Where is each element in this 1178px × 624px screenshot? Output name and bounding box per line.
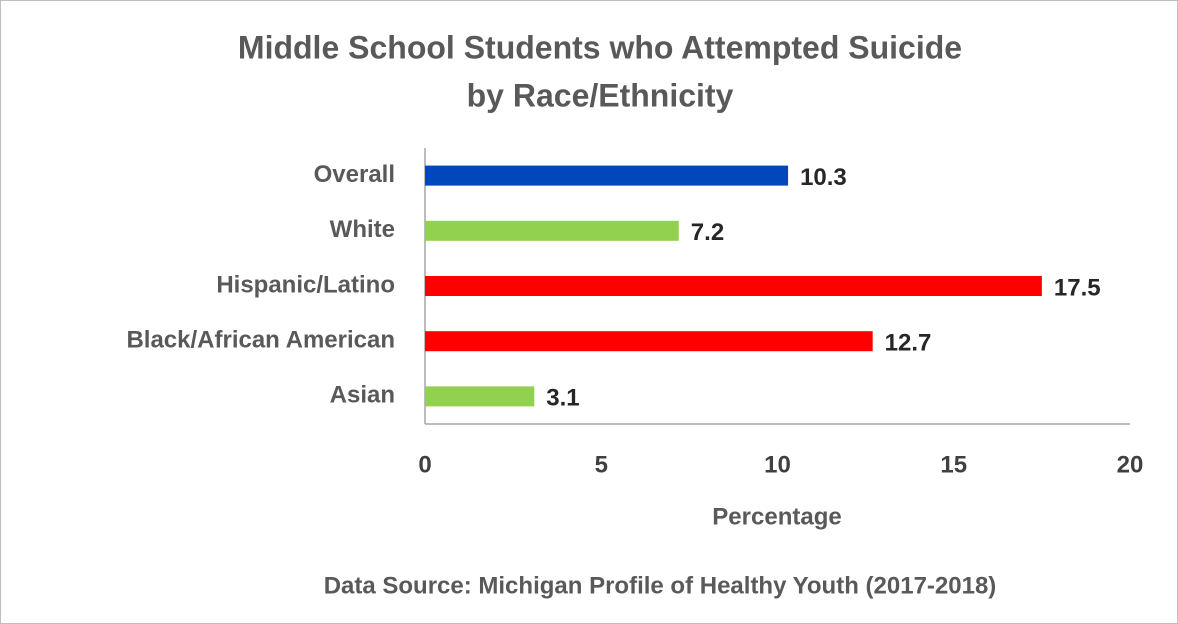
bar: [425, 386, 535, 407]
bar: [425, 276, 1042, 296]
y-tick-label: Asian: [330, 382, 395, 409]
x-axis-label: Percentage: [712, 503, 841, 530]
chart-title: Middle School Students who Attempted Sui…: [238, 29, 962, 65]
value-label: 7.2: [691, 219, 724, 246]
bar: [425, 331, 873, 352]
x-tick-label: 0: [418, 451, 431, 478]
x-tick-label: 10: [764, 451, 791, 478]
value-label: 17.5: [1054, 274, 1101, 301]
y-tick-label: White: [330, 216, 395, 243]
value-label: 10.3: [800, 164, 847, 191]
y-tick-label: Overall: [314, 161, 395, 188]
value-label: 12.7: [885, 330, 932, 357]
value-label: 3.1: [546, 385, 579, 412]
bar: [425, 220, 679, 241]
x-tick-label: 5: [595, 451, 608, 478]
y-tick-label: Hispanic/Latino: [216, 271, 395, 298]
source-note: Data Source: Michigan Profile of Healthy…: [324, 572, 997, 599]
x-tick-label: 15: [940, 451, 967, 478]
y-tick-label: Black/African American: [126, 327, 395, 354]
bar: [425, 165, 789, 186]
x-tick-label: 20: [1117, 451, 1144, 478]
chart-title: by Race/Ethnicity: [467, 77, 734, 113]
